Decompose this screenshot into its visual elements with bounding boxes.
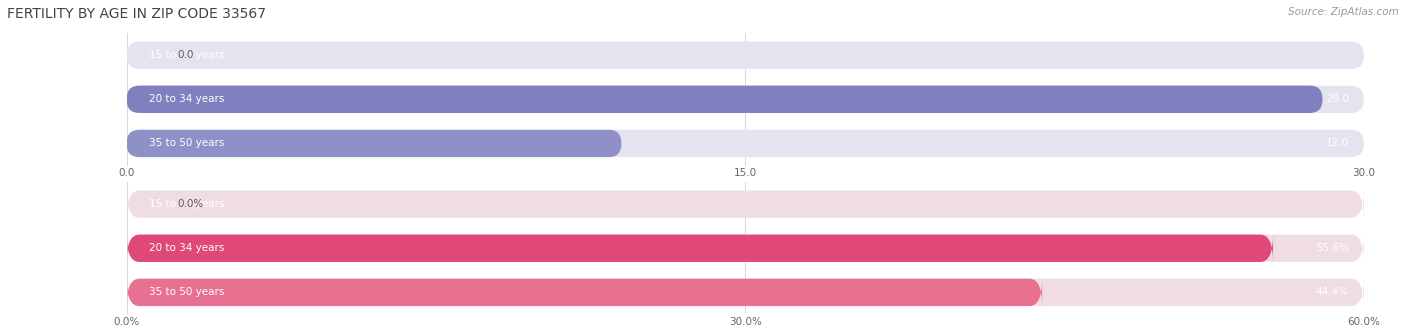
Text: 0.0%: 0.0% [177,199,204,209]
FancyBboxPatch shape [127,235,1272,262]
FancyBboxPatch shape [127,86,1364,113]
FancyBboxPatch shape [127,41,1364,69]
Text: 20 to 34 years: 20 to 34 years [149,243,225,253]
Text: 35 to 50 years: 35 to 50 years [149,287,225,297]
FancyBboxPatch shape [127,86,1323,113]
Text: 20 to 34 years: 20 to 34 years [149,94,225,104]
Text: 29.0: 29.0 [1326,94,1348,104]
FancyBboxPatch shape [127,279,1364,306]
Text: 0.0: 0.0 [177,50,194,60]
Text: 15 to 19 years: 15 to 19 years [149,50,225,60]
Text: 15 to 19 years: 15 to 19 years [149,199,225,209]
Text: Source: ZipAtlas.com: Source: ZipAtlas.com [1288,7,1399,17]
FancyBboxPatch shape [127,130,621,157]
Text: 44.4%: 44.4% [1316,287,1348,297]
Text: 55.6%: 55.6% [1316,243,1348,253]
FancyBboxPatch shape [127,130,1364,157]
FancyBboxPatch shape [127,190,1364,218]
Text: 12.0: 12.0 [1326,138,1348,148]
FancyBboxPatch shape [127,279,1042,306]
FancyBboxPatch shape [127,235,1364,262]
Text: FERTILITY BY AGE IN ZIP CODE 33567: FERTILITY BY AGE IN ZIP CODE 33567 [7,7,266,21]
Text: 35 to 50 years: 35 to 50 years [149,138,225,148]
